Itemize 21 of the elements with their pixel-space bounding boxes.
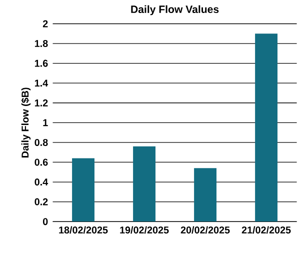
x-tick-label: 19/02/2025 [120,226,169,234]
bar [194,168,216,222]
y-tick-label: 0 [42,218,48,226]
y-tick-label: 2 [42,20,48,28]
y-tick-label: 1 [43,119,48,126]
chart-title: Daily Flow Values [131,5,219,16]
y-tick-label: 1.8 [34,40,48,47]
y-tick-label: 1.4 [34,80,48,86]
y-axis-title: Daily Flow ($B) [21,88,31,158]
y-tick-label: 1.2 [34,99,48,106]
y-tick-label: 0.2 [34,198,48,206]
y-tick-label: 1.6 [34,60,48,67]
x-tick-label: 18/02/2025 [59,226,108,234]
y-tick-label: 0.4 [34,178,48,186]
y-tick-label: 0.8 [34,138,48,146]
bar [72,158,94,222]
bar [133,146,156,222]
x-tick-label: 21/02/2025 [242,226,291,234]
x-tick-label: 20/02/2025 [180,226,230,234]
bar [255,34,278,222]
y-tick-label: 0.6 [34,158,48,166]
